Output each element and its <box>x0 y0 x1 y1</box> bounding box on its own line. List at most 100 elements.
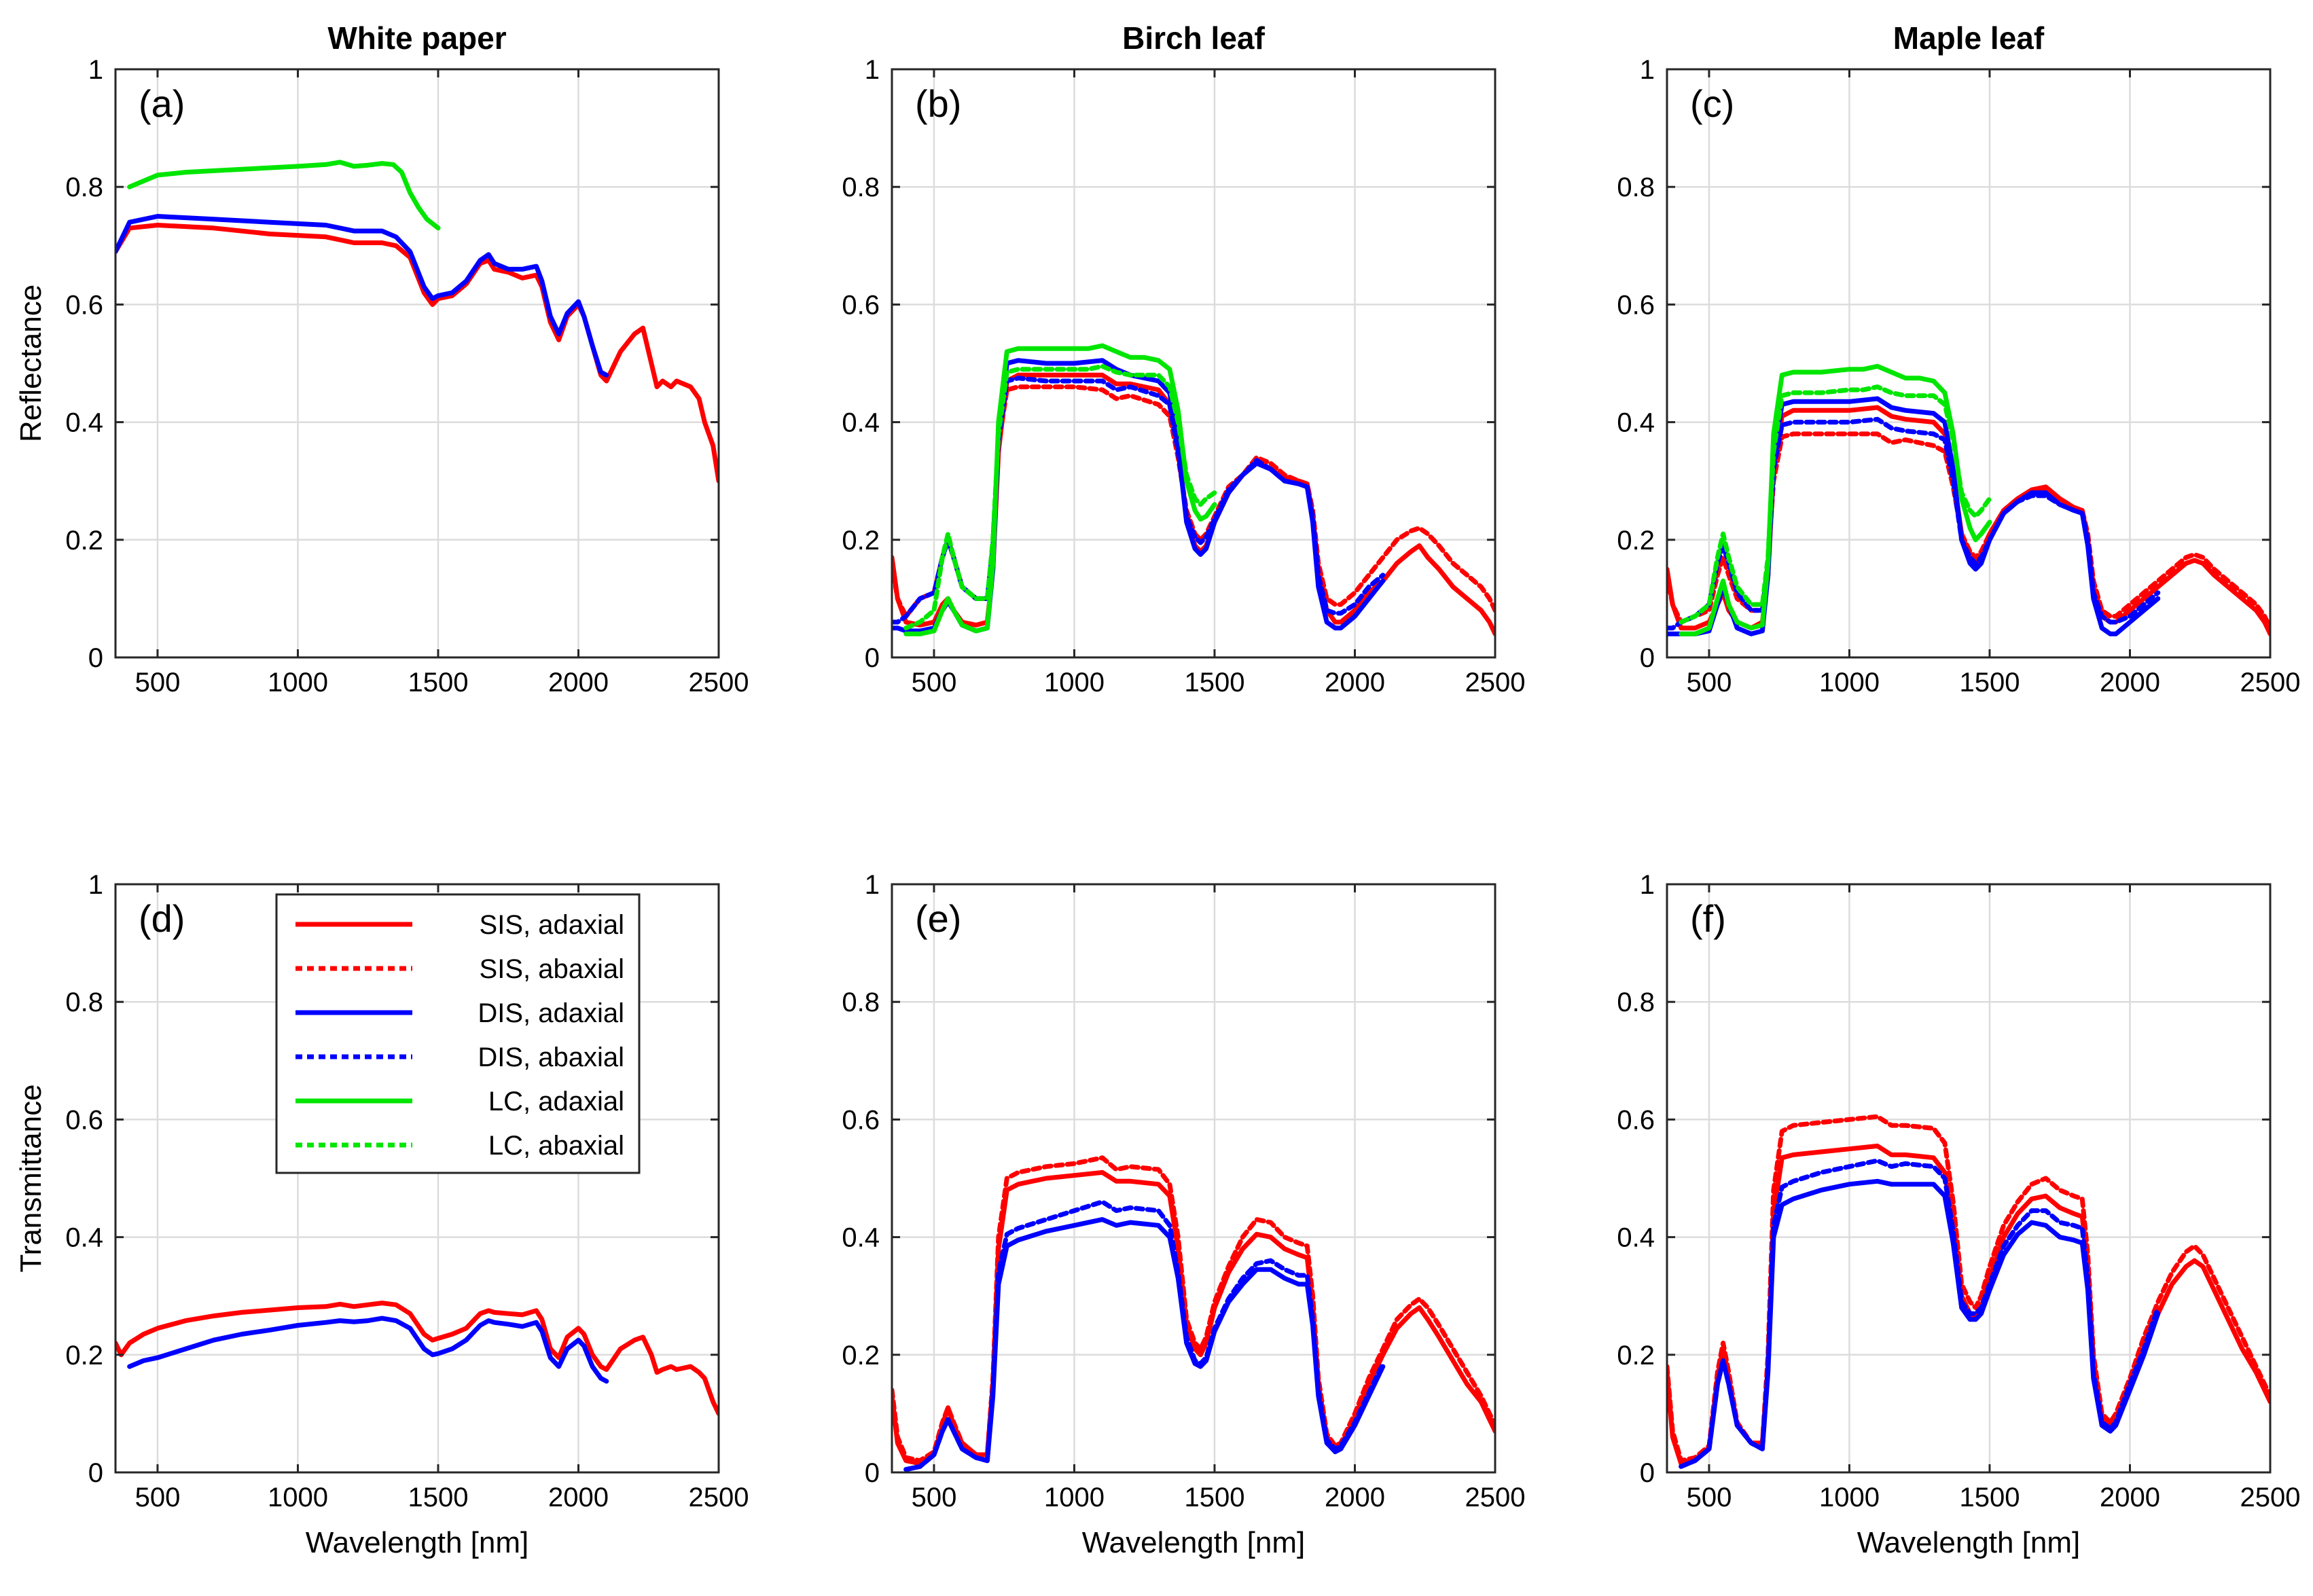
y-tick-label: 1 <box>1640 870 1655 900</box>
y-tick-label: 0 <box>865 643 880 673</box>
y-tick-label: 0 <box>1640 1458 1655 1488</box>
series-group <box>892 1155 1495 1472</box>
series-lc-abaxial <box>1679 384 1992 625</box>
y-tick-label: 0.2 <box>1617 526 1655 556</box>
panel-title: Maple leaf <box>1893 20 2045 56</box>
x-tick-label: 500 <box>1687 668 1732 697</box>
panel-label: (a) <box>139 82 185 125</box>
series-dis-adaxial <box>127 1316 609 1384</box>
x-tick-label: 2000 <box>2100 1483 2160 1512</box>
x-tick-label: 1500 <box>1959 1483 2020 1512</box>
x-tick-label: 2000 <box>548 1483 609 1512</box>
y-tick-label: 0.2 <box>65 526 103 556</box>
legend-label: LC, adaxial <box>488 1087 624 1117</box>
x-tick-label: 2500 <box>2240 1483 2301 1512</box>
x-tick-label: 500 <box>912 1483 957 1512</box>
x-tick-label: 1000 <box>1819 668 1880 697</box>
x-tick-label: 1500 <box>1959 668 2020 697</box>
axes-frame <box>891 883 1496 1474</box>
legend-label: SIS, abaxial <box>480 954 624 984</box>
x-tick-label: 1000 <box>1044 668 1105 697</box>
y-tick-label: 0.6 <box>1617 1105 1655 1135</box>
y-tick-label: 0.6 <box>842 290 880 320</box>
x-tick-label: 500 <box>912 668 957 697</box>
x-axis-title: Wavelength [nm] <box>306 1526 529 1559</box>
legend-entry: DIS, abaxial <box>295 1042 624 1072</box>
y-tick-label: 0.6 <box>65 290 103 320</box>
y-tick-label: 0.8 <box>842 987 880 1017</box>
x-tick-label: 1000 <box>1044 1483 1105 1512</box>
y-tick-label: 0.4 <box>65 1223 103 1253</box>
x-tick-label: 1500 <box>1184 1483 1244 1512</box>
x-tick-label: 500 <box>1687 1483 1732 1512</box>
axes-frame <box>114 883 720 1474</box>
x-tick-label: 2000 <box>1325 1483 1385 1512</box>
panel-title: White paper <box>327 20 506 56</box>
x-tick-label: 1000 <box>268 668 328 697</box>
y-tick-label: 0.6 <box>65 1105 103 1135</box>
y-axis-title: Reflectance <box>14 285 48 442</box>
panel-label: (d) <box>139 897 185 940</box>
x-axis-title: Wavelength [nm] <box>1857 1526 2081 1559</box>
legend: SIS, adaxial SIS, abaxial DIS, adaxial DIS,… <box>275 893 641 1174</box>
x-tick-label: 2500 <box>689 1483 749 1512</box>
legend-label: DIS, abaxial <box>478 1042 624 1072</box>
y-tick-label: 0.4 <box>842 408 880 438</box>
series-dis-abaxial <box>1679 1158 2161 1469</box>
y-tick-label: 0 <box>1640 643 1655 673</box>
series-group <box>115 1301 719 1416</box>
panel-b: 500 1000 1500 2000 2500 0 0.2 0.4 0.6 0.8 1 (b) Birc… <box>842 20 1525 697</box>
y-tick-label: 0 <box>88 1458 103 1488</box>
x-tick-label: 2000 <box>2100 668 2160 697</box>
x-tick-label: 1500 <box>408 668 468 697</box>
x-axis-title: Wavelength [nm] <box>1082 1526 1306 1559</box>
series-group <box>892 343 1495 636</box>
y-tick-label: 0.8 <box>842 173 880 202</box>
y-tick-label: 0.8 <box>1617 987 1655 1017</box>
y-tick-label: 1 <box>88 870 103 900</box>
series-sis-adaxial <box>115 1301 719 1416</box>
series-dis-adaxial <box>115 214 609 378</box>
legend-entry: LC, abaxial <box>295 1131 624 1161</box>
y-tick-label: 0.6 <box>1617 290 1655 320</box>
series-lc-abaxial <box>903 363 1217 631</box>
y-tick-label: 0.2 <box>842 526 880 556</box>
axes-frame <box>1666 883 2272 1474</box>
legend-entry: SIS, abaxial <box>295 954 624 984</box>
legend-entry: DIS, adaxial <box>295 998 624 1028</box>
y-tick-label: 0.6 <box>842 1105 880 1135</box>
series-group <box>1667 1114 2270 1469</box>
y-tick-label: 1 <box>865 55 880 85</box>
x-tick-label: 1500 <box>408 1483 468 1512</box>
panel-label: (e) <box>915 897 961 940</box>
x-tick-label: 2500 <box>689 668 749 697</box>
axes-frame <box>114 68 720 659</box>
y-tick-label: 0.4 <box>1617 1223 1655 1253</box>
y-tick-label: 1 <box>88 55 103 85</box>
y-tick-label: 0.2 <box>1617 1341 1655 1371</box>
x-tick-label: 1000 <box>268 1483 328 1512</box>
y-tick-label: 0.8 <box>1617 173 1655 202</box>
panel-f: 500 1000 1500 2000 2500 0 0.2 0.4 0.6 0.8 1 (f) Wave… <box>1617 870 2300 1559</box>
series-sis-abaxial <box>892 1155 1495 1464</box>
x-tick-label: 500 <box>135 1483 181 1512</box>
legend-label: SIS, adaxial <box>480 910 624 940</box>
legend-entry: LC, adaxial <box>295 1087 624 1117</box>
panel-d: 500 1000 1500 2000 2500 0 0.2 0.4 0.6 0.8 1 (d) Wave… <box>14 870 749 1559</box>
legend-box <box>275 893 641 1174</box>
axes-frame <box>891 68 1496 659</box>
x-tick-label: 2500 <box>2240 668 2301 697</box>
y-tick-label: 0 <box>865 1458 880 1488</box>
panel-a: 500 1000 1500 2000 2500 0 0.2 0.4 0.6 0.8 1 (a) Whit… <box>14 20 749 697</box>
series-dis-abaxial <box>903 1199 1386 1472</box>
x-tick-label: 2500 <box>1465 668 1526 697</box>
y-tick-label: 0.8 <box>65 987 103 1017</box>
legend-entry: SIS, adaxial <box>295 910 624 940</box>
x-tick-label: 500 <box>135 668 181 697</box>
y-tick-label: 0.8 <box>65 173 103 202</box>
panel-label: (b) <box>915 82 961 125</box>
x-tick-label: 2500 <box>1465 1483 1526 1512</box>
panel-title: Birch leaf <box>1122 20 1265 56</box>
